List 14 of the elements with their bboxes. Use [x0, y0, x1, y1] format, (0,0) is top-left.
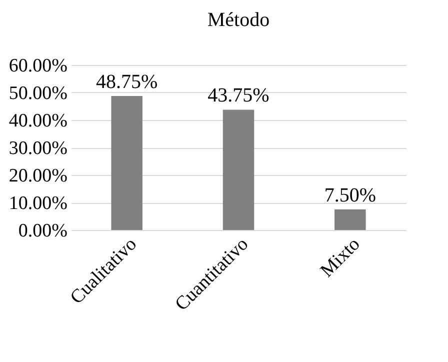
bar	[334, 209, 366, 230]
data-label: 48.75%	[96, 70, 158, 93]
data-label: 7.50%	[324, 184, 376, 206]
chart-title: Método	[207, 9, 270, 31]
y-tick-label: 40.00%	[8, 110, 68, 132]
bar	[222, 110, 254, 230]
y-tick-label: 10.00%	[8, 193, 68, 214]
y-tick-label: 60.00%	[8, 56, 68, 76]
y-tick-label: 0.00%	[18, 220, 68, 242]
data-label: 43.75%	[208, 84, 270, 107]
bar	[111, 96, 142, 230]
y-tick-label: 20.00%	[8, 166, 68, 186]
y-tick-label: 50.00%	[8, 83, 68, 104]
y-tick-label: 30.00%	[8, 138, 68, 159]
